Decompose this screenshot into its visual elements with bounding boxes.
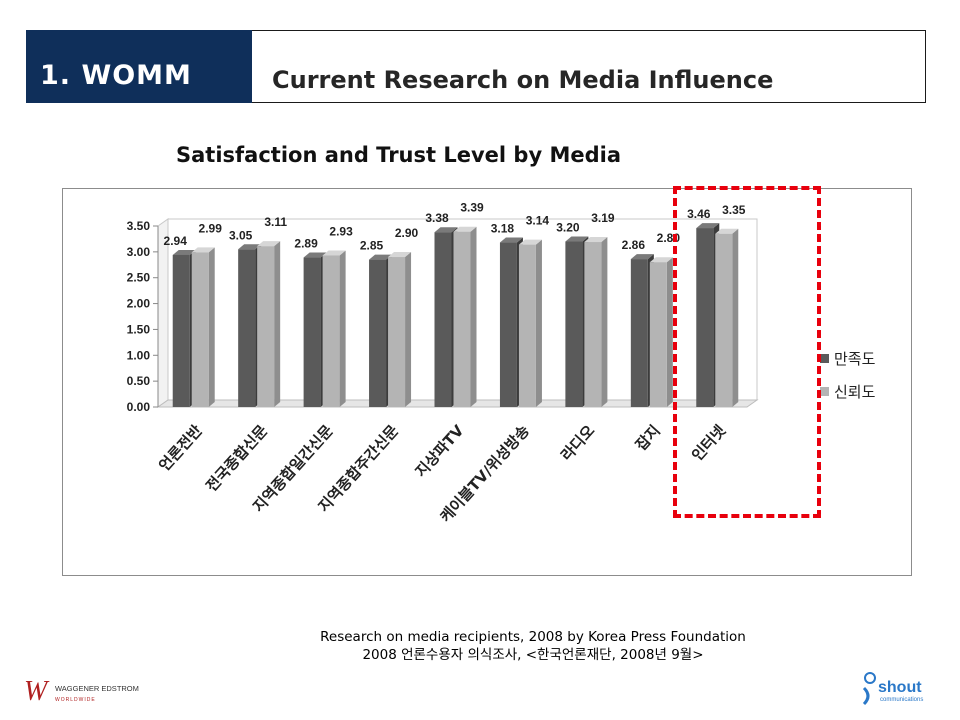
svg-text:W: W [24, 676, 50, 707]
y-tick-label: 0.00 [127, 400, 151, 414]
bar-top [715, 228, 739, 234]
section-tag-label: 1. WOMM [40, 60, 192, 91]
bar-top [518, 239, 542, 245]
bar-top [388, 252, 412, 258]
bar-만족도-4 [369, 259, 387, 407]
y-tick-label: 2.00 [127, 297, 151, 311]
bar-side [208, 247, 215, 407]
bar-신뢰도-6 [518, 244, 536, 407]
logo-left-text: WAGGENER EDSTROM [55, 684, 139, 693]
bar-side [601, 237, 608, 407]
bar-top [191, 247, 215, 253]
bar-만족도-7 [565, 241, 583, 407]
bar-신뢰도-1 [191, 252, 209, 407]
data-label: 3.38 [425, 211, 449, 225]
bar-top [649, 257, 673, 263]
bar-신뢰도-5 [453, 231, 471, 407]
y-tick-label: 0.50 [127, 374, 151, 388]
data-label: 2.90 [395, 226, 419, 240]
legend-label: 신뢰도 [834, 383, 876, 401]
x-tick-label: 언론전반 [155, 421, 205, 474]
logo-right-text: shout [878, 679, 922, 696]
waggener-edstrom-logo: W WAGGENER EDSTROM WORLDWIDE [24, 676, 139, 707]
source-line-2: 2008 언론수용자 의식조사, <한국언론재단, 2008년 9월> [362, 647, 704, 663]
bar-side [339, 250, 346, 407]
bar-top [499, 237, 523, 243]
source-line-1: Research on media recipients, 2008 by Ko… [320, 629, 746, 645]
bar-신뢰도-9 [715, 233, 733, 407]
x-tick-label: 잡지 [632, 422, 664, 455]
bar-top [369, 254, 393, 260]
x-tick-label: 전국종합신문 [202, 421, 271, 495]
bar-신뢰도-2 [257, 246, 275, 407]
bar-만족도-8 [630, 259, 648, 407]
bar-만족도-2 [238, 249, 256, 407]
logo-left-subtext: WORLDWIDE [55, 697, 96, 703]
y-tick-label: 1.00 [127, 348, 151, 362]
data-label: 2.99 [199, 221, 223, 235]
chart-heading: Satisfaction and Trust Level by Media [176, 143, 621, 167]
bar-신뢰도-8 [649, 262, 667, 407]
legend-label: 만족도 [834, 350, 876, 368]
bar-chart: 0.00 0.50 1.00 1.50 2.00 2.50 3.00 3.50 2.94 2.99… [127, 201, 876, 526]
data-label: 3.11 [264, 215, 287, 229]
bar-top [565, 236, 589, 242]
bar-만족도-9 [696, 228, 714, 407]
shout-logo: shout communications [862, 672, 923, 706]
bar-top [238, 244, 262, 250]
bar-신뢰도-3 [322, 255, 340, 407]
bar-신뢰도-4 [388, 257, 406, 407]
y-tick-label: 3.00 [127, 245, 151, 259]
data-label: 2.89 [294, 237, 318, 251]
bar-side [274, 241, 281, 407]
section-tag: 1. WOMM [26, 30, 252, 103]
bar-만족도-5 [434, 232, 452, 407]
bar-top [434, 227, 458, 233]
bar-만족도-3 [303, 257, 321, 407]
bar-만족도-6 [499, 242, 517, 407]
y-tick-label: 2.50 [127, 271, 151, 285]
bar-top [453, 226, 477, 232]
bar-side [732, 228, 739, 407]
data-label: 3.35 [722, 203, 746, 217]
x-tick-label: 지상파TV [412, 421, 468, 480]
data-label: 2.85 [360, 239, 384, 253]
bar-side [405, 252, 412, 407]
bar-top [696, 223, 720, 229]
data-label: 2.93 [329, 224, 353, 238]
data-label: 3.19 [591, 211, 615, 225]
y-tick-label: 1.50 [127, 322, 151, 336]
bar-top [322, 250, 346, 256]
data-label: 3.46 [687, 207, 711, 221]
source-note: Research on media recipients, 2008 by Ko… [0, 628, 960, 664]
bar-side [666, 257, 673, 407]
data-label: 2.86 [622, 238, 646, 252]
data-label: 3.20 [556, 221, 580, 235]
bar-만족도-1 [172, 254, 190, 407]
bar-side [535, 239, 542, 407]
data-label: 3.18 [491, 222, 515, 236]
bar-신뢰도-7 [584, 242, 602, 407]
legend-swatch [820, 354, 829, 363]
legend-swatch [820, 387, 829, 396]
page-title: Current Research on Media Influence [272, 66, 774, 94]
y-tick-label: 3.50 [127, 219, 151, 233]
bar-side [470, 226, 477, 407]
bar-top [172, 249, 196, 255]
data-label: 3.39 [460, 201, 484, 215]
bar-top [630, 254, 654, 260]
bar-top [257, 241, 281, 247]
data-label: 3.14 [526, 214, 550, 228]
data-label: 3.05 [229, 228, 253, 242]
x-tick-label: 라디오 [557, 421, 598, 464]
data-label: 2.94 [164, 234, 188, 248]
bar-top [584, 237, 608, 243]
highlight-box [673, 186, 821, 518]
bar-top [303, 252, 327, 258]
logo-right-subtext: communications [880, 697, 923, 703]
